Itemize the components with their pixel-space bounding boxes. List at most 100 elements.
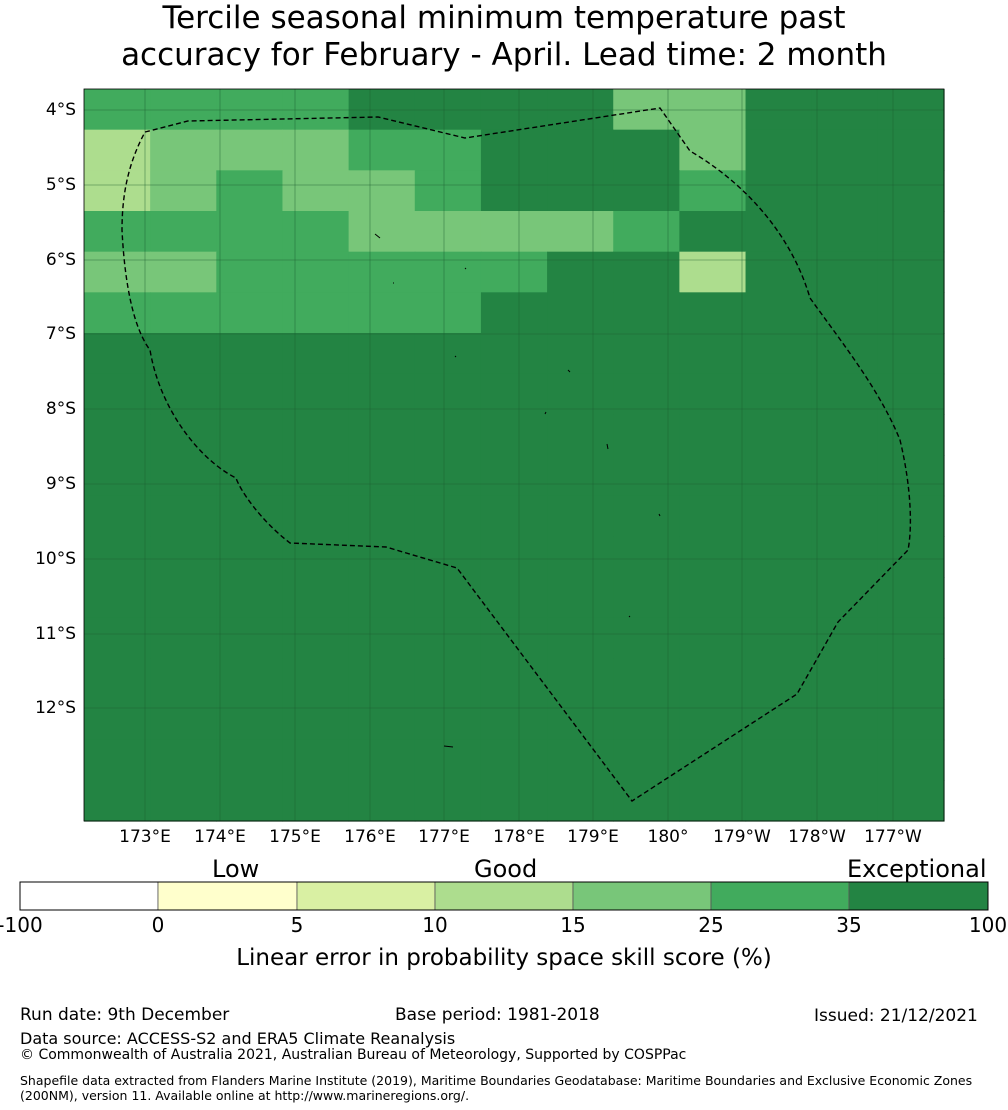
raster-cell xyxy=(216,251,284,293)
raster-cell xyxy=(348,536,416,578)
raster-cell xyxy=(348,292,416,334)
run-date: Run date: 9th December xyxy=(20,1005,230,1025)
raster-cell xyxy=(150,373,217,415)
colorbar-tick-label: 5 xyxy=(290,913,304,937)
raster-cell xyxy=(679,455,747,497)
raster-cell xyxy=(745,333,813,375)
raster-cell xyxy=(216,780,284,822)
raster-cell xyxy=(877,373,945,415)
raster-cell xyxy=(745,129,813,171)
raster-cell xyxy=(811,699,879,741)
raster-cell xyxy=(613,617,680,659)
map-frame xyxy=(83,88,945,822)
raster-cell xyxy=(547,251,614,293)
raster-cell xyxy=(480,292,548,334)
raster-cell xyxy=(348,617,416,659)
raster-cell xyxy=(414,495,482,537)
raster-cell xyxy=(282,211,350,253)
raster-cell xyxy=(811,170,879,212)
raster-cell xyxy=(679,333,747,375)
raster-cell xyxy=(613,699,680,741)
raster-cell xyxy=(282,699,350,741)
colorbar-segment xyxy=(710,881,850,911)
raster-cell xyxy=(877,211,945,253)
raster-cell xyxy=(150,658,217,700)
raster-cell xyxy=(348,658,416,700)
island xyxy=(374,233,381,239)
raster-cell xyxy=(480,658,548,700)
raster-cell xyxy=(877,455,945,497)
raster-cell xyxy=(679,780,747,822)
longitude-label: 173°E xyxy=(119,827,171,847)
island xyxy=(658,513,661,517)
raster-cell xyxy=(414,170,482,212)
raster-cell xyxy=(216,699,284,741)
raster-cell xyxy=(613,658,680,700)
colorbar-tick-label: 0 xyxy=(151,913,165,937)
raster-cell xyxy=(480,333,548,375)
raster-cell xyxy=(150,455,217,497)
raster-cell xyxy=(150,739,217,781)
raster-cell xyxy=(216,170,284,212)
raster-cell xyxy=(877,414,945,456)
colorbar xyxy=(19,881,989,911)
raster-cell xyxy=(282,617,350,659)
colorbar-frame xyxy=(19,881,989,911)
raster-cell xyxy=(547,495,614,537)
raster-cell xyxy=(613,333,680,375)
raster-cell xyxy=(547,170,614,212)
raster-cell xyxy=(84,251,151,293)
raster-cell xyxy=(745,414,813,456)
raster-cell xyxy=(877,129,945,171)
raster-cell xyxy=(282,536,350,578)
longitude-label: 179°W xyxy=(713,827,771,847)
raster-cell xyxy=(414,658,482,700)
raster-cell xyxy=(811,739,879,781)
longitude-label: 177°W xyxy=(864,827,922,847)
raster-cell xyxy=(414,739,482,781)
raster-cell xyxy=(84,658,151,700)
raster-cell xyxy=(811,211,879,253)
colorbar-tick-label: -100 xyxy=(0,913,43,937)
latitude-label: 9°S xyxy=(45,474,76,494)
raster-cell xyxy=(414,211,482,253)
raster-cell xyxy=(84,170,151,212)
raster-cell xyxy=(811,617,879,659)
latitude-label: 10°S xyxy=(35,549,76,569)
latitude-label: 8°S xyxy=(45,399,76,419)
raster-cell xyxy=(613,739,680,781)
raster-cell xyxy=(414,536,482,578)
raster-cell xyxy=(877,292,945,334)
raster-cell xyxy=(480,780,548,822)
raster-cell xyxy=(414,455,482,497)
title-line-1: Tercile seasonal minimum temperature pas… xyxy=(162,0,846,36)
base-period: Base period: 1981-2018 xyxy=(395,1005,600,1025)
raster-cell xyxy=(745,617,813,659)
raster-cell xyxy=(216,333,284,375)
raster-cell xyxy=(216,617,284,659)
raster-cell xyxy=(811,373,879,415)
raster-cell xyxy=(877,577,945,619)
island xyxy=(606,443,609,450)
category-good: Good xyxy=(474,855,538,883)
raster-cell xyxy=(150,333,217,375)
raster-cell xyxy=(547,780,614,822)
raster-cell xyxy=(613,414,680,456)
raster-cell xyxy=(679,129,747,171)
raster-cell xyxy=(414,373,482,415)
raster-cell xyxy=(480,577,548,619)
raster-cell xyxy=(84,536,151,578)
latitude-label: 11°S xyxy=(35,624,76,644)
raster-cell xyxy=(150,129,217,171)
raster-cell xyxy=(613,495,680,537)
longitude-label: 179°E xyxy=(567,827,619,847)
raster-cell xyxy=(811,251,879,293)
raster-cell xyxy=(150,292,217,334)
raster-cell xyxy=(84,617,151,659)
raster-cell xyxy=(216,373,284,415)
raster-cell xyxy=(811,455,879,497)
longitude-label: 180° xyxy=(647,827,689,847)
issued-date: Issued: 21/12/2021 xyxy=(814,1006,978,1026)
skill-raster xyxy=(84,89,945,822)
raster-cell xyxy=(679,414,747,456)
